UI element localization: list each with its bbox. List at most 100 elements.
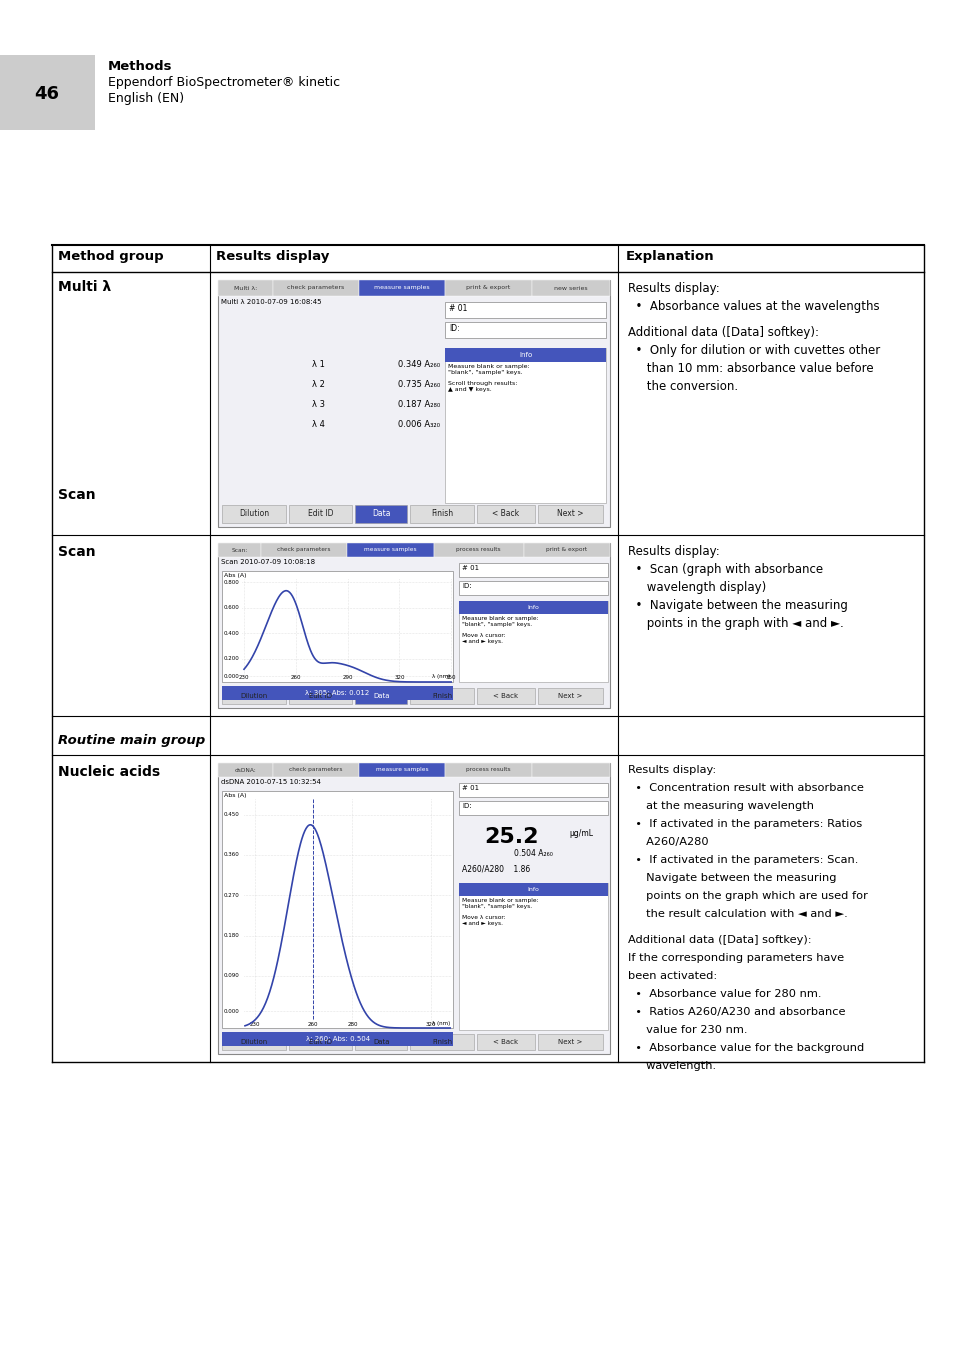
Text: # 01: # 01 [461,784,478,791]
Bar [445,323,605,338]
Bar [355,688,407,703]
Bar [410,505,474,522]
Bar [445,763,531,778]
Bar [434,543,523,558]
Bar [218,763,609,1054]
Text: •  Scan (graph with absorbance: • Scan (graph with absorbance [627,563,822,576]
Text: process results: process results [456,548,500,552]
Bar [458,563,607,576]
Text: •  Ratios A260/A230 and absorbance: • Ratios A260/A230 and absorbance [627,1007,844,1017]
Text: Measure blank or sample:
"blank", "sample" keys.

Move λ cursor:
◄ and ► keys.: Measure blank or sample: "blank", "sampl… [461,616,538,644]
Bar [531,763,609,778]
Text: ID:: ID: [461,583,472,589]
Text: 320: 320 [394,675,404,680]
Bar [458,883,607,896]
Bar [218,279,273,296]
Text: < Back: < Back [492,509,518,518]
Text: Abs (A): Abs (A) [224,572,246,578]
Text: λ 2: λ 2 [312,379,325,389]
Bar [222,1031,453,1046]
Bar [261,543,347,558]
Bar [458,580,607,595]
Text: Results display:: Results display: [627,765,716,775]
Bar [222,686,453,701]
Text: at the measuring wavelength: at the measuring wavelength [627,801,813,811]
Text: 0.450: 0.450 [224,813,239,817]
Text: Edit ID: Edit ID [309,693,332,699]
Bar [458,783,607,796]
Text: 320: 320 [425,1022,436,1027]
Bar [222,791,453,1027]
Text: Measure blank or sample:
"blank", "sample" keys.

Scroll through results:
▲ and : Measure blank or sample: "blank", "sampl… [448,364,530,393]
Text: 0.000: 0.000 [224,674,239,679]
Text: < Back: < Back [493,693,517,699]
Text: 0.270: 0.270 [224,892,239,898]
Text: English (EN): English (EN) [108,92,184,105]
Text: the result calculation with ◄ and ►.: the result calculation with ◄ and ►. [627,909,847,919]
Bar [537,688,602,703]
Text: 46: 46 [34,85,59,103]
Text: 0.360: 0.360 [224,852,239,857]
Bar [289,688,352,703]
Text: < Back: < Back [493,1040,517,1045]
Text: Method group: Method group [58,250,164,263]
Text: Results display:: Results display: [627,282,719,296]
Text: Next >: Next > [558,1040,582,1045]
Text: 0.349 A₂₆₀: 0.349 A₂₆₀ [398,360,440,369]
Text: 230: 230 [238,675,249,680]
Text: Routine main group: Routine main group [58,734,205,747]
Text: Dilution: Dilution [240,693,267,699]
Text: Results display:: Results display: [627,545,719,558]
Text: Next >: Next > [557,509,583,518]
Text: Nucleic acids: Nucleic acids [58,765,160,779]
Bar [289,1034,352,1050]
Bar [218,763,273,778]
Text: Multi λ 2010-07-09 16:08:45: Multi λ 2010-07-09 16:08:45 [221,298,321,305]
Text: Navigate between the measuring: Navigate between the measuring [627,873,836,883]
Text: μg/mL: μg/mL [569,829,593,838]
Bar [355,505,407,522]
Text: wavelength.: wavelength. [627,1061,716,1071]
Text: Data: Data [373,693,389,699]
Text: 0.006 A₃₂₀: 0.006 A₃₂₀ [398,420,440,429]
Bar [273,279,358,296]
Text: 260: 260 [308,1022,318,1027]
Text: Multi λ:: Multi λ: [233,285,256,290]
Text: new series: new series [554,285,587,290]
Text: Results display: Results display [215,250,329,263]
Text: Info: Info [527,605,539,610]
Text: Explanation: Explanation [625,250,714,263]
Text: λ (nm): λ (nm) [432,1021,450,1026]
Text: measure samples: measure samples [375,768,428,772]
Text: # 01: # 01 [461,566,478,571]
Bar [458,601,607,682]
Text: 290: 290 [342,675,353,680]
Text: λ: 260; Abs: 0.504: λ: 260; Abs: 0.504 [305,1035,369,1042]
Text: •  If activated in the parameters: Ratios: • If activated in the parameters: Ratios [627,819,862,829]
Bar [218,543,609,707]
Text: ID:: ID: [461,803,472,809]
Text: measure samples: measure samples [364,548,416,552]
Bar [476,505,534,522]
Bar [410,1034,474,1050]
Text: •  Only for dilution or with cuvettes other: • Only for dilution or with cuvettes oth… [627,344,880,356]
Bar [458,801,607,815]
Text: check parameters: check parameters [277,548,331,552]
Text: Additional data ([Data] softkey):: Additional data ([Data] softkey): [627,325,818,339]
Bar [458,883,607,1030]
Bar [445,302,605,319]
Text: 230: 230 [250,1022,260,1027]
Text: dsDNA 2010-07-15 10:32:54: dsDNA 2010-07-15 10:32:54 [221,779,320,784]
Text: than 10 mm: absorbance value before: than 10 mm: absorbance value before [627,362,873,375]
Text: λ: 305; Abs: 0.012: λ: 305; Abs: 0.012 [305,690,370,697]
Text: 0.735 A₂₆₀: 0.735 A₂₆₀ [398,379,440,389]
Text: check parameters: check parameters [289,768,342,772]
Bar [289,505,352,522]
Bar [445,279,531,296]
Text: print & export: print & export [546,548,587,552]
Text: If the corresponding parameters have: If the corresponding parameters have [627,953,843,963]
Text: Methods: Methods [108,59,172,73]
Bar [358,279,445,296]
Text: 0.187 A₂₈₀: 0.187 A₂₈₀ [398,400,440,409]
Text: Data: Data [372,509,390,518]
